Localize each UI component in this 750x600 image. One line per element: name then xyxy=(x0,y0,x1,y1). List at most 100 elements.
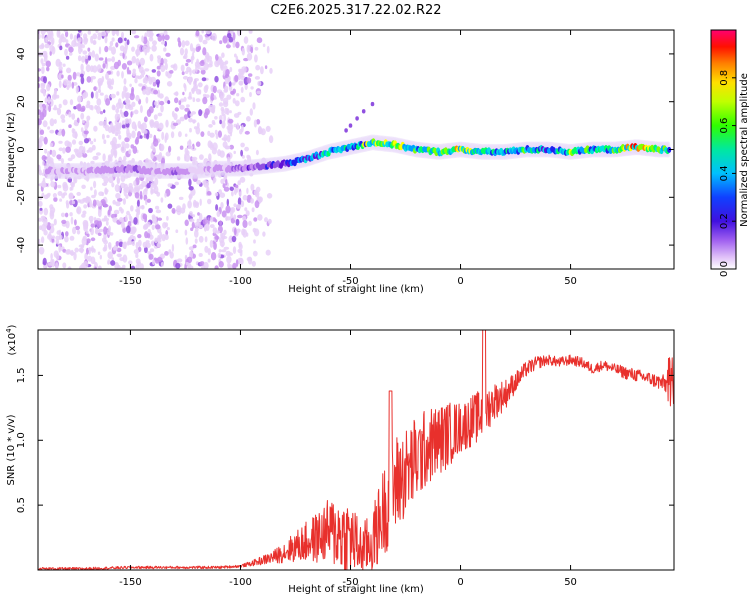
spectrogram-noise-speck xyxy=(107,261,110,265)
spectrogram-noise-speck xyxy=(97,209,102,218)
spectrogram-noise-speck xyxy=(128,105,134,111)
spectrogram-noise-speck xyxy=(149,120,154,128)
spectrogram-noise-speck xyxy=(47,151,51,158)
spectrogram-noise-speck xyxy=(58,245,61,253)
spectrogram-noise-speck xyxy=(122,52,125,59)
spectrogram-noise-speck xyxy=(248,30,253,34)
spectrogram-noise-speck xyxy=(155,224,161,230)
spectrogram-noise-speck xyxy=(156,65,161,70)
spectrogram-noise-speck xyxy=(262,43,266,48)
spectrogram-noise-speck xyxy=(195,141,201,147)
spectrogram-noise-speck xyxy=(214,265,219,269)
spectrogram-noise-speck xyxy=(62,99,68,106)
spectrogram-noise-speck xyxy=(227,264,233,269)
spectrogram-noise-speck xyxy=(128,118,132,125)
spectrogram-noise-speck xyxy=(38,44,45,50)
spectrogram-noise-speck xyxy=(93,138,97,142)
colorbar-tick-label: 0.0 xyxy=(719,261,730,277)
spectrogram-noise-speck xyxy=(105,72,109,80)
spectrogram-y-tick-label: -40 xyxy=(16,237,27,253)
spectrogram-noise-speck xyxy=(230,214,234,219)
spectrogram-noise-speck xyxy=(235,259,239,267)
spectrogram-noise-speck xyxy=(164,234,169,241)
spectrogram-noise-speck xyxy=(38,246,45,255)
spectrogram-noise-speck xyxy=(233,113,240,118)
spectrogram-noise-speck xyxy=(68,111,72,118)
spectrogram-noise-speck xyxy=(235,204,242,209)
spectrogram-noise-speck xyxy=(67,74,72,82)
spectrogram-noise-speck xyxy=(81,237,87,246)
spectrogram-noise-speck xyxy=(82,146,86,155)
spectrogram-noise-speck xyxy=(109,40,114,47)
spectrogram-noise-speck xyxy=(207,130,211,136)
spectrogram-noise-speck xyxy=(94,266,97,269)
spectrogram-noise-speck xyxy=(222,183,226,189)
spectrogram-noise-speck xyxy=(68,80,72,88)
spectrogram-noise-speck xyxy=(155,209,162,214)
spectrogram-noise-speck xyxy=(111,56,115,63)
spectrogram-noise-speck xyxy=(51,94,58,100)
spectrogram-noise-speck xyxy=(223,186,230,192)
spectrogram-noise-speck xyxy=(250,86,254,90)
spectrogram-noise-speck xyxy=(74,247,79,253)
spectrogram-noise-speck xyxy=(89,219,93,224)
snr-y-tick-label: 1.5 xyxy=(16,367,27,383)
spectrogram-noise-speck xyxy=(215,133,219,140)
spectrogram-noise-speck xyxy=(243,36,249,44)
spectrogram-noise-speck xyxy=(179,116,185,122)
spectrogram-noise-speck xyxy=(124,137,130,143)
spectrogram-noise-speck xyxy=(178,196,184,200)
spectrogram-noise-speck xyxy=(157,55,161,60)
spectrogram-noise-speck xyxy=(185,262,189,266)
spectrogram-noise-speck xyxy=(185,58,192,63)
spectrogram-noise-speck xyxy=(135,136,139,145)
spectrogram-noise-speck xyxy=(111,104,116,111)
spectrogram-noise-speck xyxy=(227,118,234,124)
spectrogram-noise-speck xyxy=(156,257,163,262)
spectrogram-noise-speck xyxy=(66,67,72,74)
spectrogram-noise-speck xyxy=(41,33,45,39)
spectrogram-noise-speck xyxy=(231,82,236,86)
spectrogram-noise-speck xyxy=(257,126,263,135)
spectrogram-noise-speck xyxy=(198,213,203,222)
spectrogram-noise-speck xyxy=(214,75,219,83)
spectrogram-noise-speck xyxy=(230,90,235,95)
spectrogram-noise-speck xyxy=(202,39,208,45)
spectrogram-noise-speck xyxy=(58,38,62,45)
spectrogram-noise-speck xyxy=(192,97,196,103)
spectrogram-noise-speck xyxy=(93,260,96,265)
spectrogram-noise-speck xyxy=(174,97,179,104)
spectrogram-noise-speck xyxy=(61,74,64,79)
spectrogram-noise-speck xyxy=(253,189,259,196)
spectrogram-noise-speck xyxy=(145,242,151,249)
spectrogram-noise-speck xyxy=(128,260,133,265)
spectrogram-noise-speck xyxy=(207,217,210,226)
spectrogram-noise-speck xyxy=(47,96,51,104)
spectrogram-noise-speck xyxy=(247,256,253,265)
spectrogram-noise-speck xyxy=(198,235,204,243)
spectrogram-noise-speck xyxy=(231,190,234,197)
spectrogram-noise-speck xyxy=(135,75,140,79)
spectrogram-noise-speck xyxy=(203,180,209,188)
spectrogram-noise-speck xyxy=(183,114,188,120)
spectrogram-noise-speck xyxy=(97,232,102,236)
spectrogram-noise-speck xyxy=(112,136,117,146)
spectrogram-noise-speck xyxy=(125,225,131,234)
spectrogram-noise-speck xyxy=(123,110,129,117)
spectrogram-noise-speck xyxy=(101,218,107,222)
spectrogram-x-tick-label: 50 xyxy=(564,276,577,287)
spectrogram-noise-speck xyxy=(140,205,145,210)
spectrogram-noise-speck xyxy=(158,122,164,131)
spectrogram-noise-speck xyxy=(204,84,209,91)
spectrogram-noise-speck xyxy=(121,63,127,70)
spectrogram-noise-speck xyxy=(105,220,109,226)
spectrogram-noise-speck xyxy=(177,37,181,43)
spectrogram-noise-speck xyxy=(90,35,94,44)
spectrogram-noise-speck xyxy=(141,85,146,90)
spectrogram-noise-speck xyxy=(195,126,201,135)
spectrogram-noise-speck xyxy=(50,253,53,260)
spectrogram-noise-speck xyxy=(234,227,237,236)
spectrogram-noise-speck xyxy=(166,216,169,221)
spectrogram-noise-speck xyxy=(132,145,138,154)
spectrogram-y-ticks: -40 -20 0 20 40 xyxy=(16,48,674,253)
